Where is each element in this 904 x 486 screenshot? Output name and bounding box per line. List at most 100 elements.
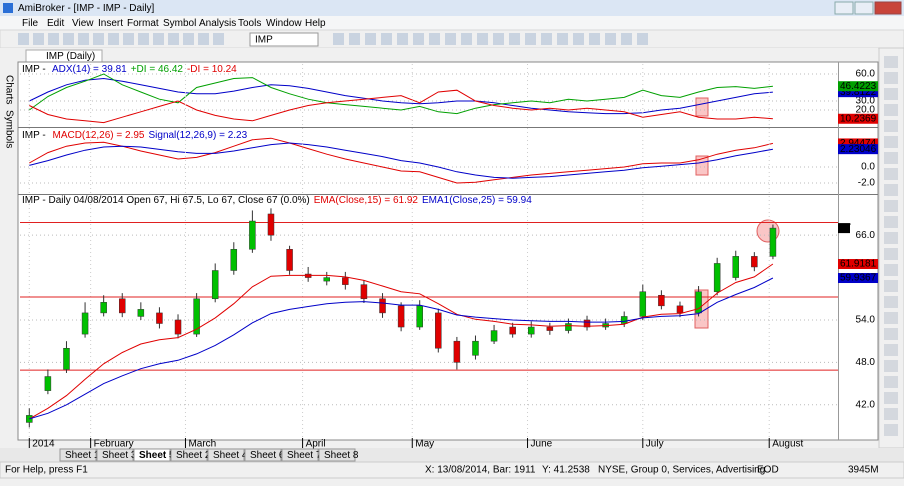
- toolbar-button[interactable]: [365, 33, 376, 45]
- toolbar-button[interactable]: [18, 33, 29, 45]
- menu-item[interactable]: View: [72, 18, 94, 29]
- toolbar-button[interactable]: [509, 33, 520, 45]
- toolbar-button[interactable]: [525, 33, 536, 45]
- drawing-tool[interactable]: [884, 216, 898, 228]
- toolbar-button[interactable]: [573, 33, 584, 45]
- series-line: [29, 142, 773, 179]
- sheet-tab[interactable]: [244, 448, 282, 462]
- drawing-tool[interactable]: [884, 264, 898, 276]
- drawing-tool[interactable]: [884, 88, 898, 100]
- toolbar-button[interactable]: [621, 33, 632, 45]
- toolbar-button[interactable]: [605, 33, 616, 45]
- sheet-tab[interactable]: [170, 448, 208, 462]
- toolbar-button[interactable]: [541, 33, 552, 45]
- toolbar-button[interactable]: [381, 33, 392, 45]
- y-tick-label: 20.0: [856, 105, 876, 116]
- toolbar-button[interactable]: [198, 33, 209, 45]
- drawing-tool[interactable]: [884, 72, 898, 84]
- toolbar-button[interactable]: [493, 33, 504, 45]
- toolbar-button[interactable]: [48, 33, 59, 45]
- toolbar-button[interactable]: [589, 33, 600, 45]
- sheet-tab-label[interactable]: Sheet 2: [176, 450, 211, 461]
- toolbar-button[interactable]: [138, 33, 149, 45]
- toolbar-button[interactable]: [213, 33, 224, 45]
- sheet-tab[interactable]: [59, 448, 97, 462]
- minimize-button[interactable]: [834, 1, 854, 15]
- drawing-tool[interactable]: [884, 200, 898, 212]
- drawing-tool[interactable]: [884, 392, 898, 404]
- toolbar-button[interactable]: [78, 33, 89, 45]
- last-value-label: 46.4223: [840, 81, 877, 92]
- drawing-tool[interactable]: [884, 424, 898, 436]
- x-tick-label: July: [646, 439, 664, 450]
- toolbar-button[interactable]: [461, 33, 472, 45]
- toolbar-button[interactable]: [349, 33, 360, 45]
- toolbar-button[interactable]: [168, 33, 179, 45]
- drawing-tool[interactable]: [884, 136, 898, 148]
- drawing-tool[interactable]: [884, 376, 898, 388]
- sheet-tab-label[interactable]: Sheet 6: [250, 450, 285, 461]
- menu-item[interactable]: Help: [305, 18, 326, 29]
- last-value-box: [838, 259, 878, 270]
- toolbar-button[interactable]: [63, 33, 74, 45]
- sheet-tab-label[interactable]: Sheet 5: [139, 450, 175, 461]
- menu-item[interactable]: Edit: [47, 18, 64, 29]
- last-value-box: [838, 81, 878, 92]
- drawing-tool[interactable]: [884, 56, 898, 68]
- drawing-tool[interactable]: [884, 248, 898, 260]
- close-button[interactable]: [874, 1, 902, 15]
- drawing-tool[interactable]: [884, 120, 898, 132]
- toolbar-button[interactable]: [183, 33, 194, 45]
- toolbar-button[interactable]: [413, 33, 424, 45]
- drawing-tool[interactable]: [884, 280, 898, 292]
- toolbar-button[interactable]: [153, 33, 164, 45]
- sheet-tab-label[interactable]: Sheet 4: [213, 450, 248, 461]
- drawing-tool[interactable]: [884, 152, 898, 164]
- sheet-tab[interactable]: [281, 448, 319, 462]
- toolbar-button[interactable]: [477, 33, 488, 45]
- toolbar-button[interactable]: [93, 33, 104, 45]
- menu-item[interactable]: Analysis: [199, 18, 236, 29]
- drawing-tool[interactable]: [884, 184, 898, 196]
- drawing-tool[interactable]: [884, 168, 898, 180]
- drawing-tool[interactable]: [884, 232, 898, 244]
- toolbar-button[interactable]: [33, 33, 44, 45]
- menu-item[interactable]: Tools: [238, 18, 261, 29]
- maximize-button[interactable]: [854, 1, 874, 15]
- toolbar-button[interactable]: [333, 33, 344, 45]
- sidebar-tab[interactable]: Charts: [3, 75, 14, 104]
- sidebar-tab[interactable]: Symbols: [3, 110, 14, 148]
- drawing-tool[interactable]: [884, 408, 898, 420]
- x-tick-label: March: [188, 439, 216, 450]
- sheet-tab-label[interactable]: Sheet 8: [324, 450, 359, 461]
- toolbar-button[interactable]: [637, 33, 648, 45]
- sheet-tab-label[interactable]: Sheet 3: [102, 450, 137, 461]
- series-line: [29, 137, 774, 184]
- menu-item[interactable]: Window: [266, 18, 302, 29]
- toolbar-button[interactable]: [557, 33, 568, 45]
- sheet-tab[interactable]: [318, 448, 356, 462]
- toolbar-button[interactable]: [429, 33, 440, 45]
- toolbar-button[interactable]: [123, 33, 134, 45]
- drawing-tool[interactable]: [884, 360, 898, 372]
- sheet-tab[interactable]: [96, 448, 134, 462]
- menu-item[interactable]: Format: [127, 18, 159, 29]
- drawing-tool[interactable]: [884, 312, 898, 324]
- toolbar-button[interactable]: [397, 33, 408, 45]
- drawing-tool[interactable]: [884, 328, 898, 340]
- menu-item[interactable]: File: [22, 18, 39, 29]
- sheet-tab-label[interactable]: Sheet 7: [287, 450, 322, 461]
- drawing-tool[interactable]: [884, 104, 898, 116]
- sheet-tab-label[interactable]: Sheet 1: [65, 450, 100, 461]
- sheet-tab[interactable]: [133, 448, 171, 462]
- candle-body: [490, 330, 498, 342]
- menu-item[interactable]: Symbol: [163, 18, 196, 29]
- toolbar-button[interactable]: [108, 33, 119, 45]
- drawing-tool[interactable]: [884, 344, 898, 356]
- symbol-combo[interactable]: [249, 32, 319, 47]
- series-line: [29, 263, 774, 420]
- toolbar-button[interactable]: [445, 33, 456, 45]
- sheet-tab[interactable]: [207, 448, 245, 462]
- menu-item[interactable]: Insert: [98, 18, 123, 29]
- drawing-tool[interactable]: [884, 296, 898, 308]
